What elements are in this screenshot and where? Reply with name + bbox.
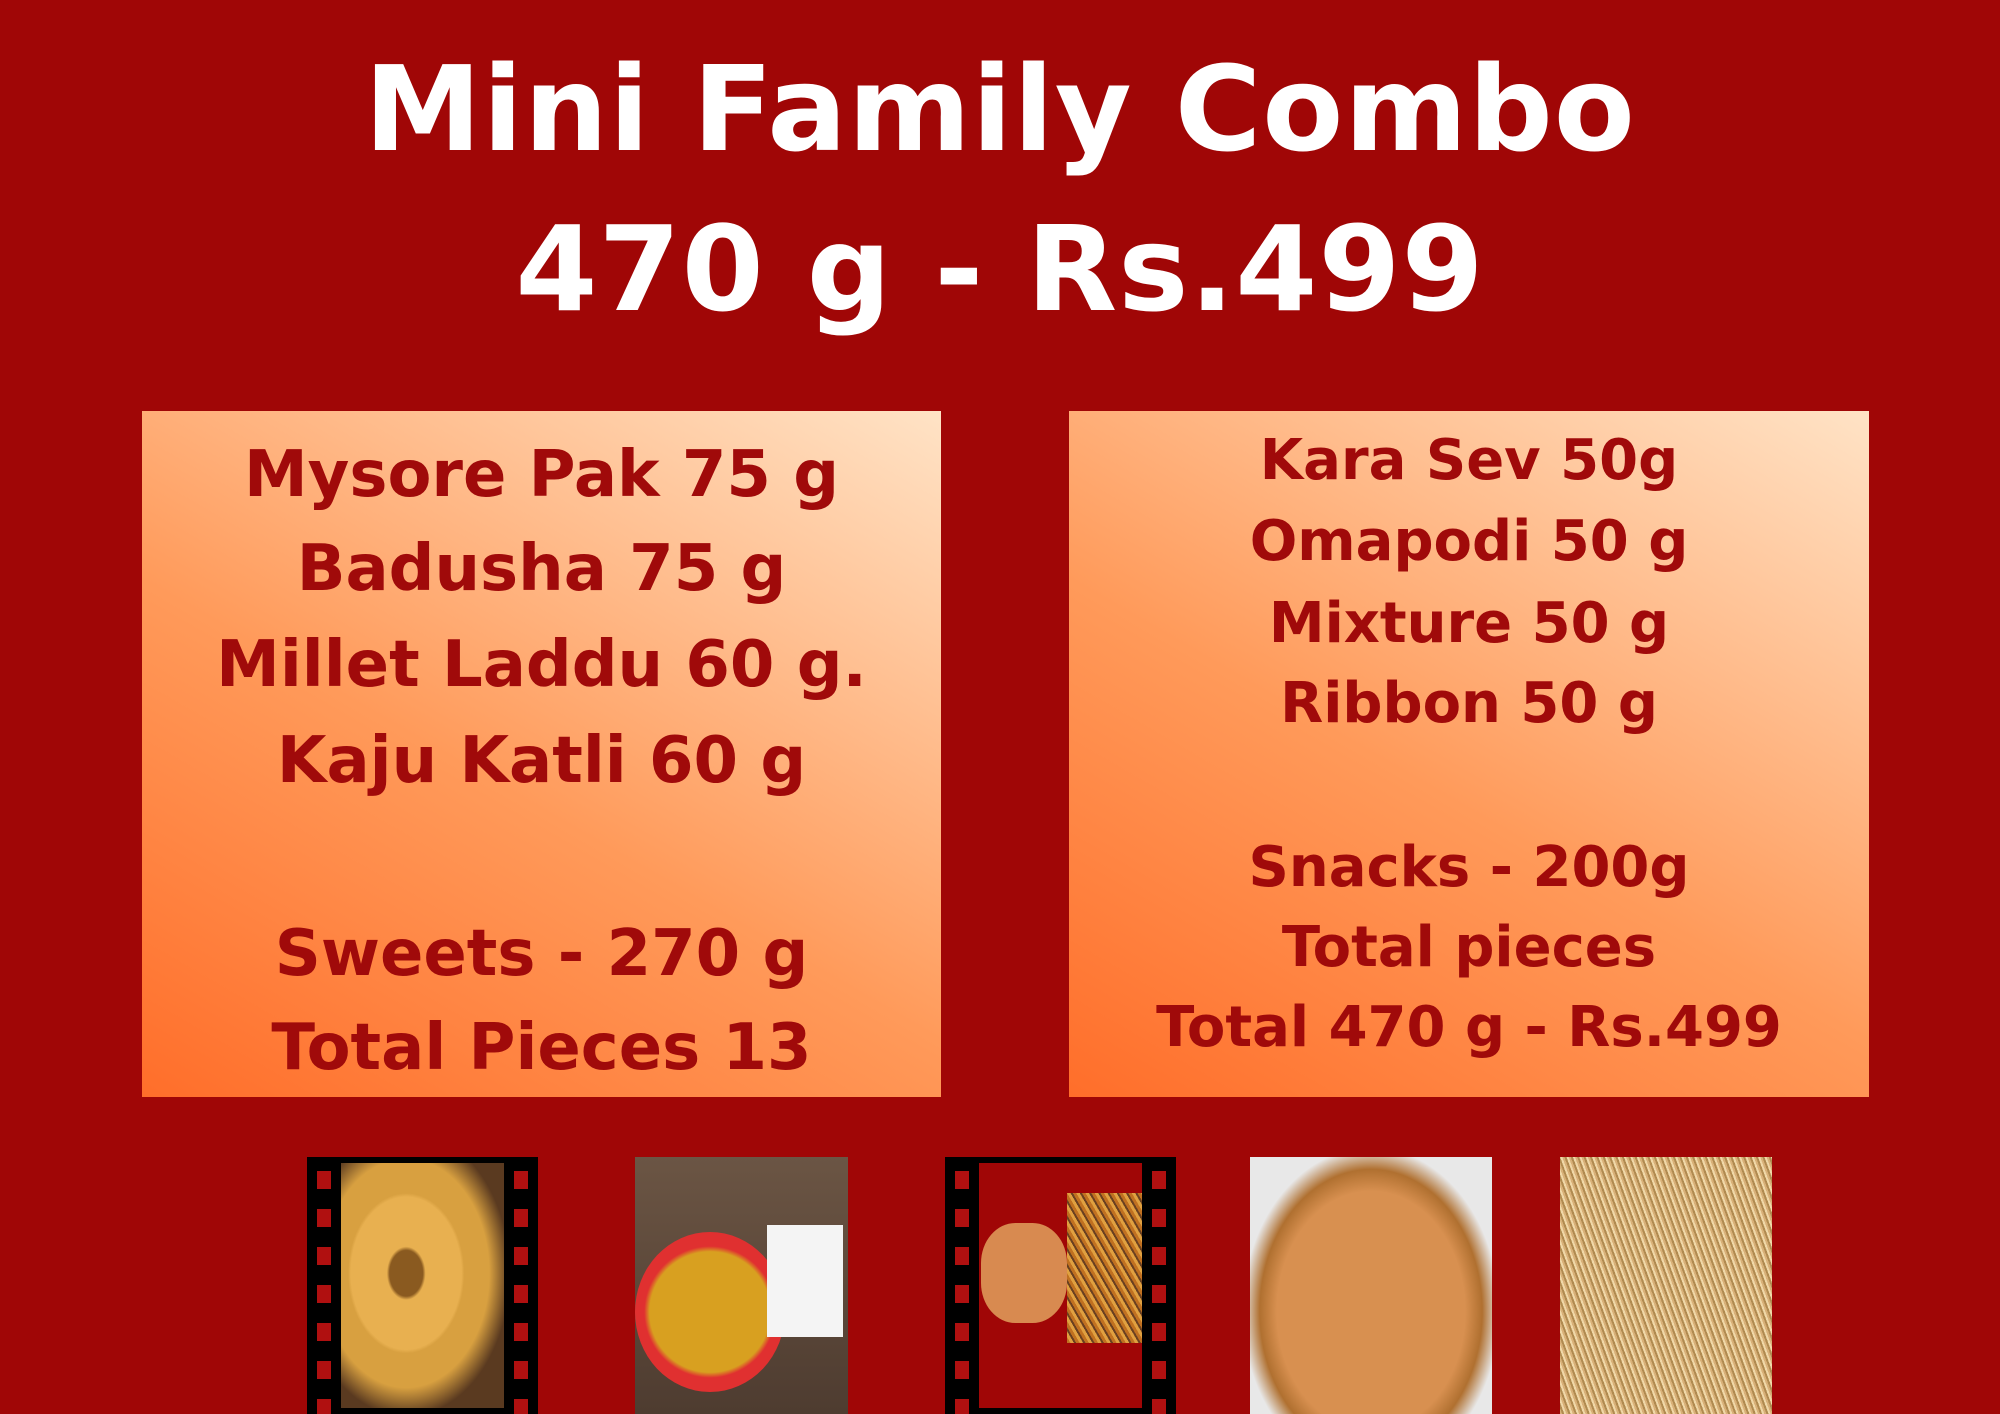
- sweet-item: Badusha 75 g: [296, 532, 787, 606]
- ribbon-pakoda-photo: [1250, 1157, 1492, 1414]
- sweets-subtotal: Sweets - 270 g: [274, 917, 809, 991]
- snack-item: Omapodi 50 g: [1249, 509, 1689, 574]
- sweets-pieces: Total Pieces 13: [271, 1011, 812, 1085]
- sweet-item: Kaju Katli 60 g: [276, 724, 807, 798]
- grand-total: Total 470 g - Rs.499: [1156, 995, 1782, 1060]
- sweet-item: Millet Laddu 60 g.: [216, 628, 867, 702]
- page-title: Mini Family Combo: [364, 40, 1636, 178]
- snacks-subtotal: Snacks - 200g: [1248, 835, 1690, 900]
- kara-sev-photo: [1560, 1157, 1772, 1414]
- sweet-item: Mysore Pak 75 g: [243, 438, 840, 512]
- snacks-pieces: Total pieces: [1281, 915, 1657, 980]
- murukku-photo: [307, 1157, 538, 1414]
- sweets-box: Mysore Pak 75 g Badusha 75 g Millet Ladd…: [142, 411, 941, 1097]
- chips-and-mixture-photo: [945, 1157, 1176, 1414]
- snack-item: Ribbon 50 g: [1280, 671, 1658, 736]
- mixture-bowl-photo: [635, 1157, 848, 1414]
- snacks-box: Kara Sev 50g Omapodi 50 g Mixture 50 g R…: [1069, 411, 1869, 1097]
- price-heading: 470 g - Rs.499: [515, 200, 1485, 338]
- snack-item: Kara Sev 50g: [1259, 428, 1679, 493]
- snack-item: Mixture 50 g: [1268, 591, 1670, 656]
